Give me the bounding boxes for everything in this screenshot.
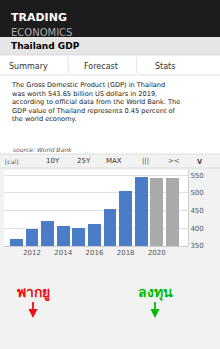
svg-text:2016: 2016 <box>86 249 104 257</box>
svg-text:400: 400 <box>190 225 203 233</box>
svg-text:v: v <box>197 157 203 166</box>
svg-text:450: 450 <box>190 207 203 215</box>
svg-text:2020: 2020 <box>148 249 166 257</box>
svg-text:350: 350 <box>190 242 203 250</box>
svg-text:2018: 2018 <box>117 249 135 257</box>
svg-text:|||: ||| <box>142 157 149 165</box>
svg-text:><: >< <box>168 157 180 165</box>
svg-text:25Y: 25Y <box>77 157 91 165</box>
svg-text:Thailand GDP: Thailand GDP <box>11 41 80 51</box>
svg-text:10Y: 10Y <box>46 157 60 165</box>
svg-text:ลงทุน: ลงทุน <box>138 284 173 301</box>
svg-text:2014: 2014 <box>54 249 72 257</box>
svg-text:Summary: Summary <box>9 62 48 71</box>
svg-text:[cal]: [cal] <box>5 158 18 165</box>
svg-text:MAX: MAX <box>106 157 122 165</box>
svg-text:ECONOMICS: ECONOMICS <box>11 27 72 38</box>
svg-text:500: 500 <box>190 189 203 197</box>
svg-text:Stats: Stats <box>155 62 175 71</box>
svg-text:Forecast: Forecast <box>84 62 118 71</box>
svg-text:TRADING: TRADING <box>11 11 67 24</box>
svg-text:The Gross Domestic Product (GD: The Gross Domestic Product (GDP) in Thai… <box>11 81 180 123</box>
svg-text:source: World Bank: source: World Bank <box>11 146 72 153</box>
svg-text:พากยู: พากยู <box>17 284 50 301</box>
svg-text:2012: 2012 <box>23 249 41 257</box>
svg-text:550: 550 <box>190 172 203 180</box>
